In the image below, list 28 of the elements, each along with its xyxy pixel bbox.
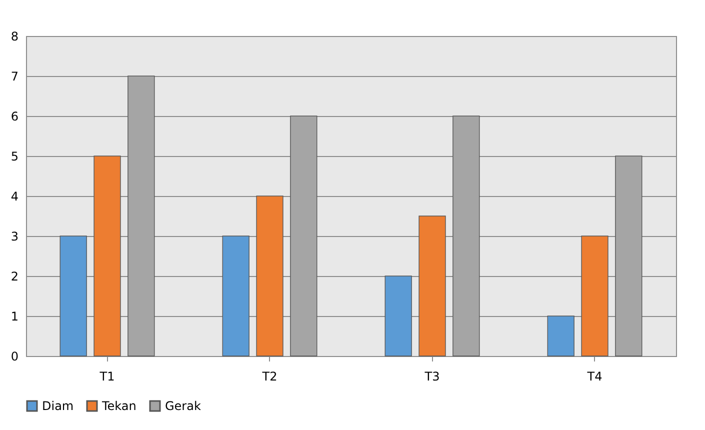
- bar: [547, 316, 574, 356]
- y-tick-label: 5: [10, 150, 18, 164]
- y-tick-label: 7: [10, 70, 18, 84]
- x-tick-label: T2: [261, 370, 278, 384]
- bar: [290, 116, 318, 356]
- y-tick-label: 0: [10, 350, 18, 364]
- y-tick-label: 1: [10, 310, 18, 324]
- y-tick-label: 2: [10, 270, 18, 284]
- bar: [581, 236, 608, 356]
- y-tick-label: 3: [10, 230, 18, 244]
- bar: [418, 216, 446, 356]
- y-tick-label: 6: [10, 110, 18, 124]
- bar: [452, 116, 480, 356]
- x-tick-label: T1: [98, 370, 115, 384]
- bar: [128, 76, 155, 356]
- y-tick-label: 4: [10, 190, 18, 204]
- bar: [256, 196, 284, 356]
- bar: [222, 236, 250, 356]
- y-tick-label: 8: [10, 30, 18, 44]
- bar: [60, 236, 87, 356]
- legend-label: Gerak: [165, 399, 201, 413]
- legend-label: Diam: [42, 399, 74, 413]
- x-tick-label: T3: [424, 370, 440, 384]
- legend-label: Tekan: [101, 399, 136, 413]
- bar: [384, 276, 412, 356]
- bar: [615, 156, 642, 356]
- bar: [94, 156, 121, 356]
- x-tick-label: T4: [586, 370, 602, 384]
